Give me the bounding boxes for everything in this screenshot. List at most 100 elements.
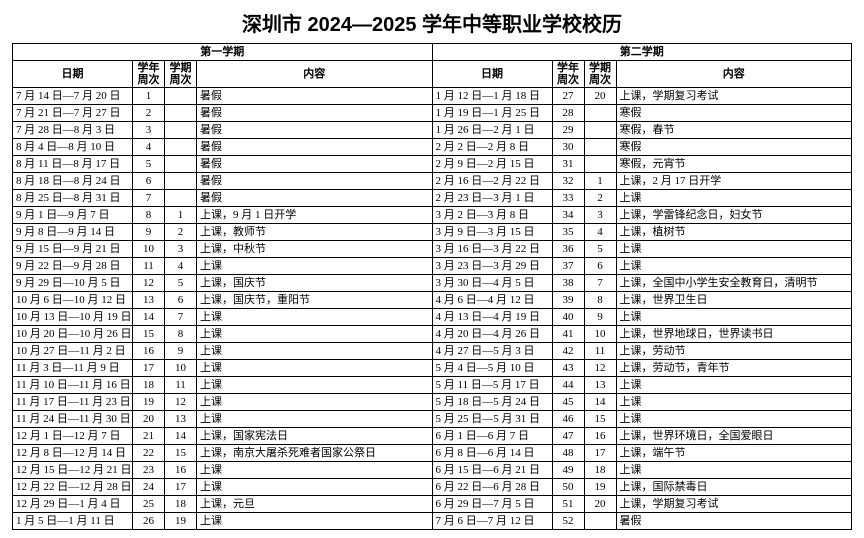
cell-d2: 4 月 20 日—4 月 26 日: [432, 326, 552, 343]
cell-c2: 上课，劳动节: [616, 343, 852, 360]
cell-y1: 13: [133, 292, 165, 309]
cell-c1: 上课，南京大屠杀死难者国家公祭日: [197, 445, 433, 462]
cell-s2: 19: [584, 479, 616, 496]
cell-c1: 上课: [197, 326, 433, 343]
table-row: 11 月 3 日—11 月 9 日1710上课5 月 4 日—5 月 10 日4…: [13, 360, 852, 377]
cell-s1: 13: [165, 411, 197, 428]
cell-d1: 12 月 22 日—12 月 28 日: [13, 479, 133, 496]
cell-s1: 3: [165, 241, 197, 258]
cell-d1: 11 月 24 日—11 月 30 日: [13, 411, 133, 428]
table-row: 8 月 11 日—8 月 17 日5暑假2 月 9 日—2 月 15 日31寒假…: [13, 156, 852, 173]
cell-c1: 上课: [197, 394, 433, 411]
cell-d1: 1 月 5 日—1 月 11 日: [13, 513, 133, 530]
cell-d2: 5 月 4 日—5 月 10 日: [432, 360, 552, 377]
cell-s2: 20: [584, 88, 616, 105]
cell-y2: 46: [552, 411, 584, 428]
table-row: 7 月 14 日—7 月 20 日1暑假1 月 12 日—1 月 18 日272…: [13, 88, 852, 105]
cell-s2: 3: [584, 207, 616, 224]
cell-y2: 38: [552, 275, 584, 292]
cell-y2: 39: [552, 292, 584, 309]
cell-s1: 17: [165, 479, 197, 496]
cell-d2: 6 月 29 日—7 月 5 日: [432, 496, 552, 513]
cell-d1: 9 月 22 日—9 月 28 日: [13, 258, 133, 275]
table-row: 12 月 1 日—12 月 7 日2114上课，国家宪法日6 月 1 日—6 月…: [13, 428, 852, 445]
cell-y2: 47: [552, 428, 584, 445]
cell-c2: 上课: [616, 241, 852, 258]
cell-d1: 11 月 17 日—11 月 23 日: [13, 394, 133, 411]
cell-d1: 9 月 15 日—9 月 21 日: [13, 241, 133, 258]
cell-d1: 8 月 25 日—8 月 31 日: [13, 190, 133, 207]
col-semweek-2: 学期周次: [584, 61, 616, 88]
table-row: 8 月 18 日—8 月 24 日6暑假2 月 16 日—2 月 22 日321…: [13, 173, 852, 190]
table-row: 9 月 22 日—9 月 28 日114上课3 月 23 日—3 月 29 日3…: [13, 258, 852, 275]
cell-y2: 35: [552, 224, 584, 241]
cell-d2: 3 月 9 日—3 月 15 日: [432, 224, 552, 241]
cell-d2: 3 月 23 日—3 月 29 日: [432, 258, 552, 275]
cell-y2: 34: [552, 207, 584, 224]
cell-d2: 5 月 11 日—5 月 17 日: [432, 377, 552, 394]
cell-y1: 26: [133, 513, 165, 530]
page-title: 深圳市 2024—2025 学年中等职业学校校历: [12, 8, 852, 37]
col-yearweek-1: 学年周次: [133, 61, 165, 88]
cell-c1: 暑假: [197, 88, 433, 105]
cell-s1: 8: [165, 326, 197, 343]
cell-s1: 9: [165, 343, 197, 360]
cell-c2: 上课，端午节: [616, 445, 852, 462]
cell-s2: 10: [584, 326, 616, 343]
cell-s1: 14: [165, 428, 197, 445]
cell-s1: 1: [165, 207, 197, 224]
calendar-table: 第一学期 第二学期 日期 学年周次 学期周次 内容 日期 学年周次 学期周次 内…: [12, 43, 852, 530]
cell-s1: [165, 190, 197, 207]
cell-d1: 10 月 27 日—11 月 2 日: [13, 343, 133, 360]
cell-d1: 10 月 6 日—10 月 12 日: [13, 292, 133, 309]
cell-c2: 上课，学期复习考试: [616, 496, 852, 513]
cell-c2: 上课: [616, 190, 852, 207]
cell-d2: 3 月 30 日—4 月 5 日: [432, 275, 552, 292]
cell-s2: [584, 513, 616, 530]
cell-d1: 12 月 29 日—1 月 4 日: [13, 496, 133, 513]
cell-s1: [165, 173, 197, 190]
col-content-1: 内容: [197, 61, 433, 88]
cell-s1: 4: [165, 258, 197, 275]
cell-y1: 12: [133, 275, 165, 292]
cell-y1: 15: [133, 326, 165, 343]
cell-s2: [584, 156, 616, 173]
cell-c2: 上课，学雷锋纪念日，妇女节: [616, 207, 852, 224]
cell-s2: 14: [584, 394, 616, 411]
cell-c1: 上课，教师节: [197, 224, 433, 241]
table-row: 10 月 20 日—10 月 26 日158上课4 月 20 日—4 月 26 …: [13, 326, 852, 343]
cell-s1: 15: [165, 445, 197, 462]
table-row: 10 月 27 日—11 月 2 日169上课4 月 27 日—5 月 3 日4…: [13, 343, 852, 360]
cell-d1: 12 月 1 日—12 月 7 日: [13, 428, 133, 445]
cell-c1: 暑假: [197, 173, 433, 190]
cell-c2: 寒假: [616, 105, 852, 122]
cell-y1: 25: [133, 496, 165, 513]
cell-s2: 12: [584, 360, 616, 377]
col-date-1: 日期: [13, 61, 133, 88]
cell-c1: 上课，元旦: [197, 496, 433, 513]
cell-c1: 暑假: [197, 139, 433, 156]
cell-y2: 51: [552, 496, 584, 513]
cell-d1: 12 月 15 日—12 月 21 日: [13, 462, 133, 479]
cell-c1: 暑假: [197, 156, 433, 173]
col-yearweek-2: 学年周次: [552, 61, 584, 88]
cell-s2: 18: [584, 462, 616, 479]
cell-c1: 暑假: [197, 105, 433, 122]
cell-y2: 32: [552, 173, 584, 190]
cell-y2: 33: [552, 190, 584, 207]
cell-c2: 上课，世界卫生日: [616, 292, 852, 309]
cell-d1: 9 月 8 日—9 月 14 日: [13, 224, 133, 241]
cell-d1: 8 月 11 日—8 月 17 日: [13, 156, 133, 173]
table-row: 7 月 21 日—7 月 27 日2暑假1 月 19 日—1 月 25 日28寒…: [13, 105, 852, 122]
table-row: 8 月 25 日—8 月 31 日7暑假2 月 23 日—3 月 1 日332上…: [13, 190, 852, 207]
cell-d2: 2 月 9 日—2 月 15 日: [432, 156, 552, 173]
cell-y1: 24: [133, 479, 165, 496]
cell-d2: 7 月 6 日—7 月 12 日: [432, 513, 552, 530]
table-row: 11 月 10 日—11 月 16 日1811上课5 月 11 日—5 月 17…: [13, 377, 852, 394]
table-row: 9 月 8 日—9 月 14 日92上课，教师节3 月 9 日—3 月 15 日…: [13, 224, 852, 241]
cell-c1: 上课，9 月 1 日开学: [197, 207, 433, 224]
column-header-row: 日期 学年周次 学期周次 内容 日期 学年周次 学期周次 内容: [13, 61, 852, 88]
table-row: 11 月 24 日—11 月 30 日2013上课5 月 25 日—5 月 31…: [13, 411, 852, 428]
cell-c1: 上课: [197, 377, 433, 394]
cell-y1: 5: [133, 156, 165, 173]
